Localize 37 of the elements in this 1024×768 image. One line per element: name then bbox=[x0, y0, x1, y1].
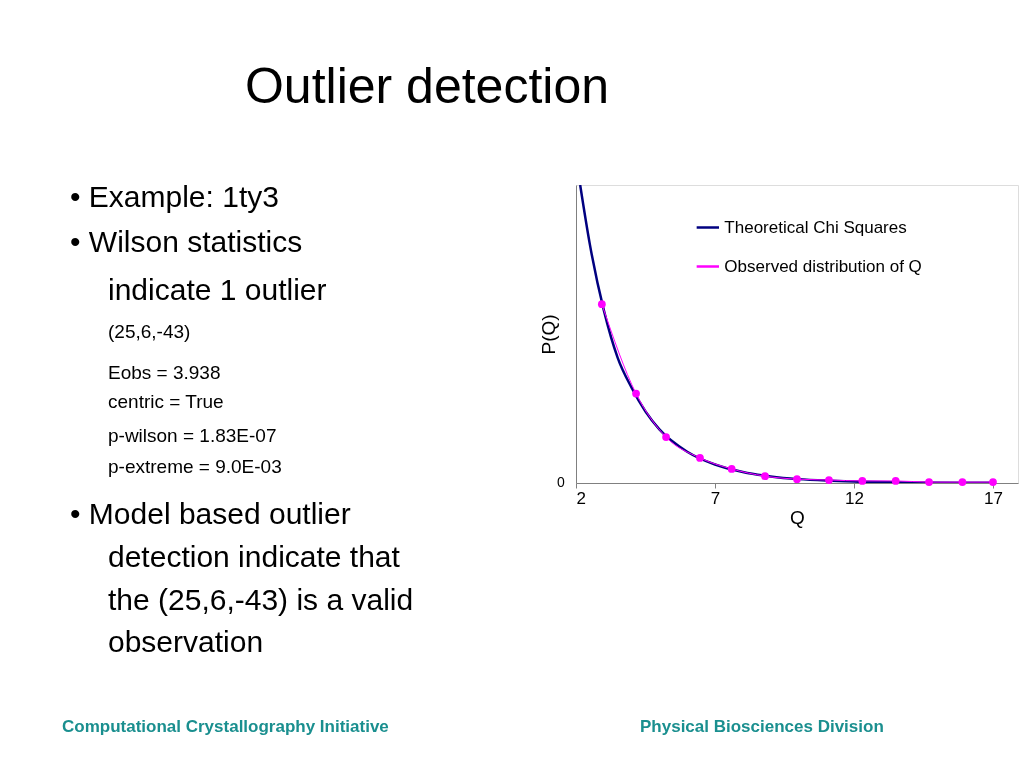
x-tick-label: 12 bbox=[845, 488, 864, 508]
point bbox=[989, 478, 997, 486]
point bbox=[727, 465, 736, 473]
text: p-wilson = 1.83E-07 bbox=[108, 425, 277, 446]
legend-label: Observed distribution of Q bbox=[724, 256, 922, 276]
text: Eobs = 3.938 bbox=[108, 362, 221, 383]
point bbox=[825, 476, 833, 484]
legend-label: Theoretical Chi Squares bbox=[724, 217, 907, 237]
text: Physical Biosciences Division bbox=[640, 717, 884, 736]
point bbox=[891, 477, 900, 485]
text: • Wilson statistics bbox=[70, 225, 303, 258]
point bbox=[632, 389, 640, 398]
point bbox=[925, 478, 933, 486]
text: 0 bbox=[557, 474, 565, 490]
x-tick-label: 7 bbox=[710, 488, 721, 508]
text: • Example: 1ty3 bbox=[70, 180, 279, 213]
text: (25,6,-43) bbox=[108, 321, 191, 342]
text: centric = True bbox=[108, 391, 224, 412]
text: detection indicate that bbox=[108, 540, 401, 573]
point bbox=[958, 478, 967, 486]
x-tick-label: 17 bbox=[984, 488, 1003, 508]
text: observation bbox=[108, 625, 264, 658]
point bbox=[662, 433, 670, 441]
text: indicate 1 outlier bbox=[108, 273, 327, 306]
x-axis-title: Q bbox=[790, 506, 805, 528]
y-axis-title: P(Q) bbox=[537, 314, 559, 355]
point bbox=[793, 475, 801, 483]
x-tick-label: 2 bbox=[576, 488, 586, 508]
text: p-extreme = 9.0E-03 bbox=[108, 456, 282, 477]
point bbox=[597, 300, 606, 309]
point bbox=[696, 454, 704, 462]
text: the (25,6,-43) is a valid bbox=[108, 583, 414, 616]
point bbox=[761, 472, 769, 481]
text: • Model based outlier bbox=[70, 497, 351, 530]
point bbox=[858, 477, 867, 485]
text: Computational Crystallography Initiative bbox=[62, 717, 389, 736]
chart-title: Outlier detection bbox=[244, 58, 610, 114]
